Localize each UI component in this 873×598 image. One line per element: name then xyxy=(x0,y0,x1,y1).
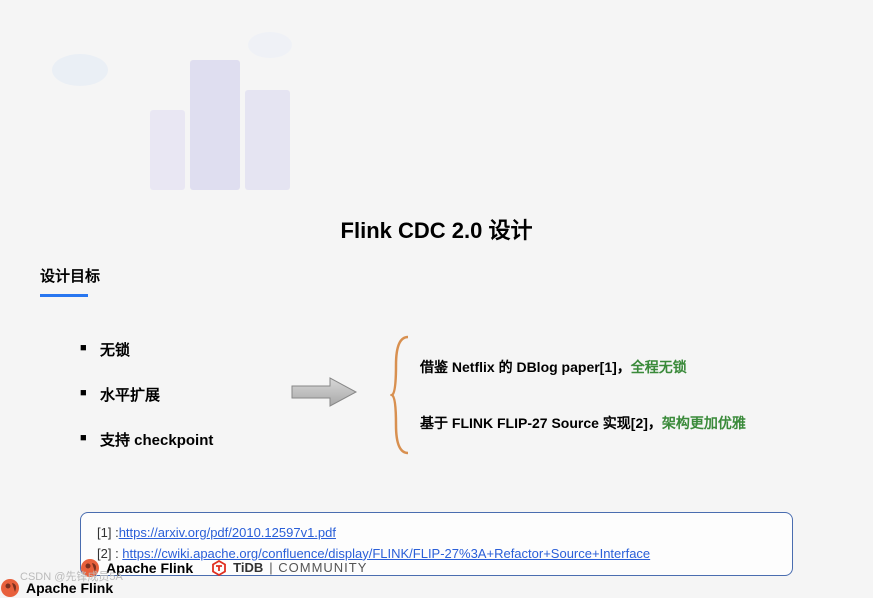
goal-item: 水平扩展 xyxy=(80,372,260,417)
goal-item: 支持 checkpoint xyxy=(80,417,260,462)
content-area: 无锁 水平扩展 支持 checkpoint 借鉴 Net xyxy=(80,327,833,462)
slide-title: Flink CDC 2.0 设计 xyxy=(40,213,833,245)
arrow-icon xyxy=(290,374,360,415)
brace-icon xyxy=(390,335,410,455)
detail-line-2: 基于 FLINK FLIP-27 Source 实现[2]，架构更加优雅 xyxy=(420,395,746,451)
watermark: CSDN @先锋成员5A xyxy=(20,568,813,584)
details-column: 借鉴 Netflix 的 DBlog paper[1]，全程无锁 基于 FLIN… xyxy=(390,335,746,455)
section-header: 设计目标 xyxy=(40,265,833,286)
reference-1: [1] :https://arxiv.org/pdf/2010.12597v1.… xyxy=(97,523,776,544)
reference-link-1[interactable]: https://arxiv.org/pdf/2010.12597v1.pdf xyxy=(119,525,336,540)
background-decoration xyxy=(40,20,300,200)
section-underline xyxy=(40,294,88,297)
goal-item: 无锁 xyxy=(80,327,260,372)
detail-line-1: 借鉴 Netflix 的 DBlog paper[1]，全程无锁 xyxy=(420,339,746,395)
goals-list: 无锁 水平扩展 支持 checkpoint xyxy=(80,327,260,462)
squirrel-icon xyxy=(0,578,20,598)
